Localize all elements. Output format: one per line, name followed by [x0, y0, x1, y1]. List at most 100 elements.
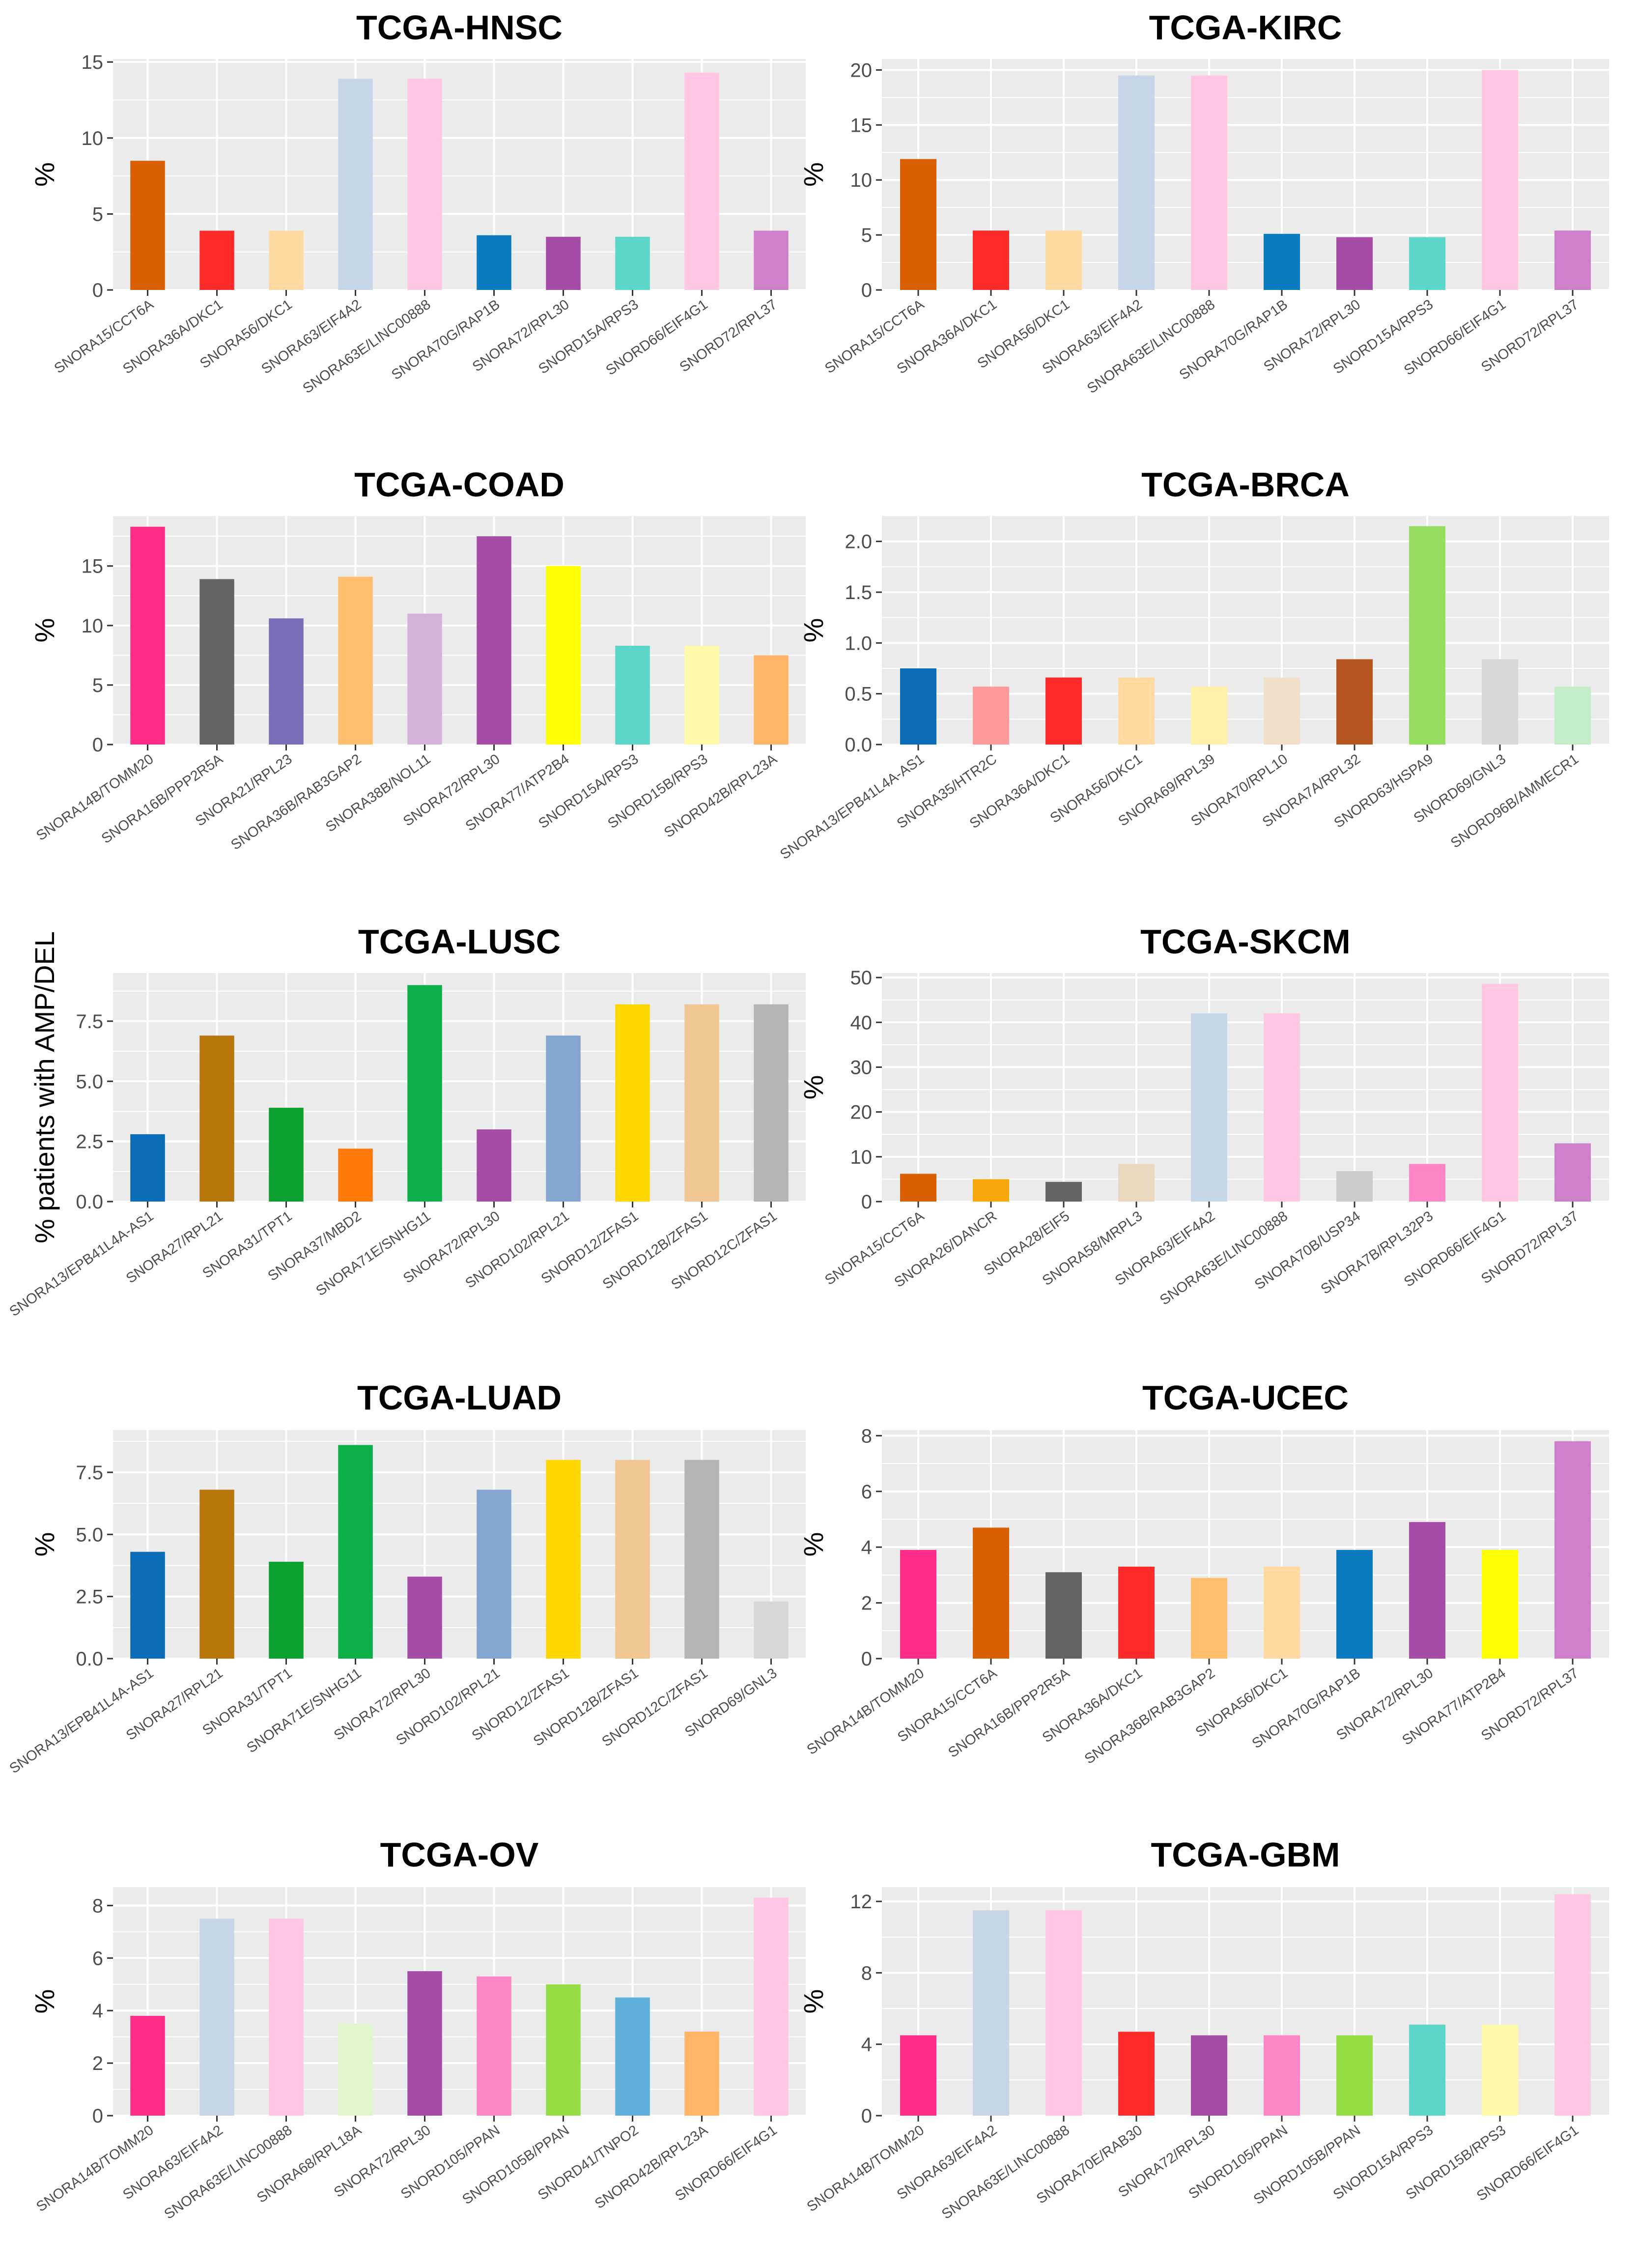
chart-panel: 0.02.55.07.5SNORA13/EPB41L4A-AS1SNORA27/…: [7, 922, 806, 1320]
x-tick-label: SNORA16B/PPP2R5A: [945, 1665, 1073, 1761]
bar: [684, 1460, 719, 1659]
x-tick-label: SNORA36B/RAB3GAP2: [228, 751, 364, 853]
x-tick-label: SNORA14B/TOMM20: [804, 1665, 927, 1758]
y-tick-label: 0.5: [845, 684, 872, 705]
y-tick-label: 5: [92, 203, 103, 225]
bar: [1045, 1181, 1082, 1202]
y-axis-label: %: [798, 618, 829, 643]
y-axis-label: %: [29, 1989, 60, 2014]
chart-panel: 02468SNORA14B/TOMM20SNORA15/CCT6ASNORA16…: [798, 1378, 1609, 1767]
bar: [546, 1984, 581, 2116]
bar: [130, 2015, 165, 2116]
bar: [1118, 1164, 1155, 1202]
bar: [615, 645, 650, 745]
bar: [973, 230, 1009, 290]
y-tick-label: 20: [850, 1102, 873, 1123]
y-tick-label: 4: [861, 1537, 872, 1558]
x-tick-label: SNORA63E/LINC00888: [1084, 297, 1218, 397]
bar: [407, 985, 442, 1202]
y-tick-label: 0: [861, 280, 872, 301]
bar: [477, 1129, 511, 1202]
bar: [1554, 1143, 1591, 1202]
y-tick-label: 7.5: [76, 1462, 103, 1484]
chart-title: TCGA-COAD: [354, 465, 565, 504]
bar: [477, 1490, 511, 1659]
bar: [546, 236, 581, 290]
y-tick-label: 10: [850, 170, 873, 191]
bar: [754, 230, 789, 290]
chart-panel: 051015SNORA14B/TOMM20SNORA16B/PPP2R5ASNO…: [29, 465, 806, 853]
bar: [1336, 1171, 1373, 1202]
bar: [1191, 1578, 1227, 1659]
chart-title: TCGA-HNSC: [356, 8, 563, 47]
bar: [1264, 1013, 1300, 1202]
bar: [1482, 659, 1518, 745]
bar: [900, 1174, 936, 1202]
y-tick-label: 2: [92, 2053, 103, 2074]
y-axis-label: %: [798, 1075, 829, 1100]
bar: [1118, 2032, 1155, 2116]
x-tick-label: SNORD42B/RPL23A: [661, 751, 780, 841]
bar: [615, 1004, 650, 1202]
y-tick-label: 15: [82, 52, 104, 73]
bar: [130, 1551, 165, 1659]
bar: [199, 1490, 234, 1659]
bar: [130, 526, 165, 745]
y-axis-label: %: [798, 162, 829, 187]
y-tick-label: 0: [861, 1648, 872, 1670]
bar: [1191, 2035, 1227, 2116]
bar: [1264, 1566, 1300, 1659]
bar: [1554, 687, 1591, 745]
x-tick-label: SNORA13/EPB41L4A-AS1: [777, 751, 927, 863]
bar: [130, 161, 165, 290]
y-tick-label: 5: [92, 675, 103, 696]
chart-title: TCGA-GBM: [1151, 1836, 1340, 1874]
bar: [1409, 2024, 1445, 2116]
bar: [1191, 687, 1227, 745]
bar: [546, 1460, 581, 1659]
y-tick-label: 10: [82, 128, 104, 149]
y-tick-label: 50: [850, 967, 873, 989]
y-tick-label: 0: [92, 2105, 103, 2127]
y-tick-label: 6: [861, 1481, 872, 1503]
bar: [684, 2031, 719, 2116]
bar: [754, 1004, 789, 1202]
bar: [684, 645, 719, 745]
bar: [615, 1460, 650, 1659]
chart-panel: 051015SNORA15/CCT6ASNORA36A/DKC1SNORA56/…: [29, 8, 806, 397]
bar: [1554, 1441, 1591, 1659]
bar: [1264, 233, 1300, 290]
bar: [1118, 1566, 1155, 1659]
y-tick-label: 0: [861, 1191, 872, 1213]
x-tick-label: SNORA63E/LINC00888: [300, 297, 434, 397]
bar: [199, 1035, 234, 1202]
x-tick-label: SNORA63E/LINC00888: [162, 2123, 295, 2223]
bar: [269, 618, 304, 745]
bar: [407, 79, 442, 290]
y-tick-label: 5.0: [76, 1524, 103, 1546]
y-tick-label: 5.0: [76, 1071, 103, 1092]
bar: [754, 1601, 789, 1659]
bar: [1045, 1910, 1082, 2116]
x-tick-label: SNORA71E/SNHG11: [244, 1665, 365, 1756]
bar: [407, 1577, 442, 1659]
bar: [1045, 677, 1082, 745]
chart-panel: 05101520SNORA15/CCT6ASNORA36A/DKC1SNORA5…: [798, 8, 1609, 397]
y-tick-label: 8: [92, 1895, 103, 1917]
bar: [199, 1919, 234, 2116]
bar: [477, 1976, 511, 2116]
y-tick-label: 8: [861, 1962, 872, 1984]
bar: [1264, 677, 1300, 745]
y-tick-label: 2.5: [76, 1131, 103, 1153]
bar: [546, 1035, 581, 1202]
y-tick-label: 15: [850, 115, 873, 136]
bar: [1045, 1572, 1082, 1659]
bar: [973, 1527, 1009, 1659]
bar: [973, 1910, 1009, 2116]
y-tick-label: 2.0: [845, 531, 872, 553]
bar: [973, 1179, 1009, 1202]
y-tick-label: 10: [82, 615, 104, 637]
y-tick-label: 12: [850, 1891, 873, 1913]
y-tick-label: 8: [861, 1425, 872, 1447]
bar: [477, 235, 511, 290]
